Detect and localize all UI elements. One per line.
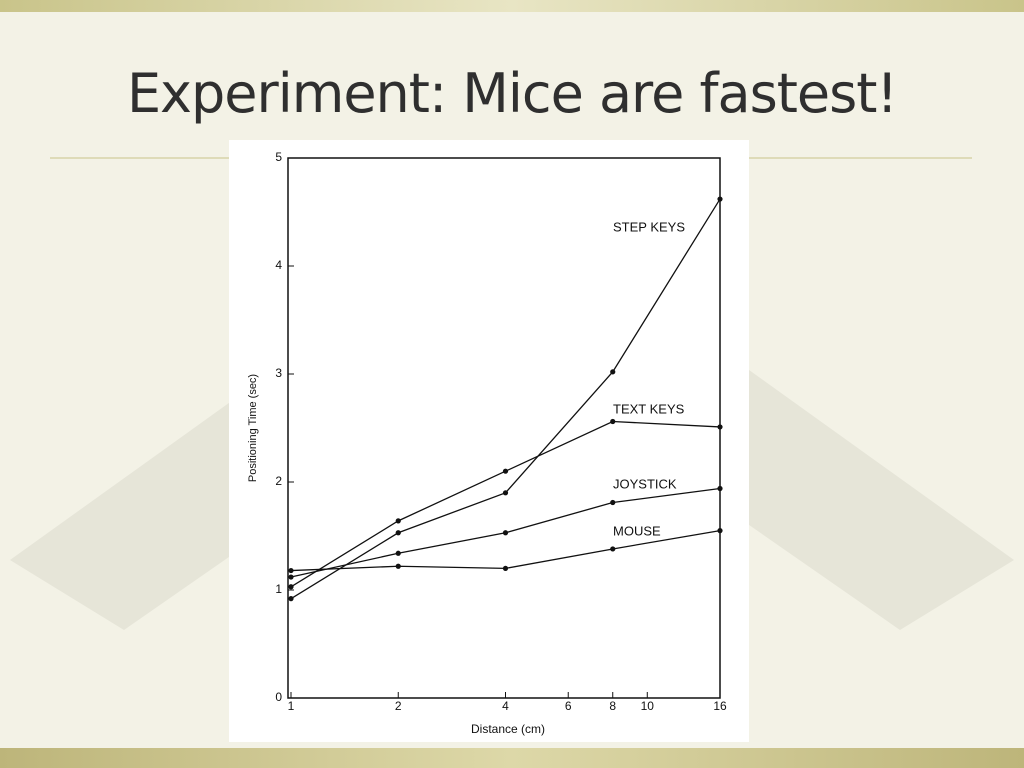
y-tick-label: 2 — [275, 474, 282, 488]
y-tick-label: 3 — [275, 366, 282, 380]
chart: Distance (cm) Positioning Time (sec) 012… — [229, 140, 749, 742]
data-point — [288, 567, 294, 574]
data-point — [610, 418, 616, 425]
y-tick-label: 1 — [275, 582, 282, 596]
x-tick-label: 1 — [288, 699, 295, 713]
data-point — [717, 196, 723, 202]
data-point — [717, 485, 723, 492]
y-tick-label: 0 — [275, 690, 282, 704]
x-tick-label: 10 — [641, 699, 655, 713]
data-point — [502, 490, 509, 496]
data-point — [395, 550, 401, 556]
x-tick-label: 8 — [609, 699, 616, 713]
data-point — [395, 530, 401, 536]
x-axis-label: Distance (cm) — [471, 722, 545, 736]
chart-background — [229, 140, 749, 742]
slide-title: Experiment: Mice are fastest! — [126, 62, 898, 125]
data-point — [288, 596, 294, 602]
data-point — [288, 574, 294, 580]
data-point — [610, 369, 616, 375]
x-tick-label: 16 — [713, 699, 727, 713]
top-band — [0, 0, 1024, 12]
series-label: MOUSE — [613, 523, 661, 538]
data-point — [288, 584, 294, 590]
bottom-band — [0, 748, 1024, 768]
series-label: JOYSTICK — [613, 476, 677, 491]
data-point — [610, 499, 616, 506]
y-tick-label: 5 — [275, 150, 282, 164]
x-tick-label: 6 — [565, 699, 572, 713]
data-point — [502, 468, 509, 474]
series-label: STEP KEYS — [613, 219, 685, 234]
y-axis-label: Positioning Time (sec) — [247, 374, 259, 482]
data-point — [717, 528, 723, 534]
data-point — [502, 565, 509, 571]
data-point — [610, 546, 616, 552]
data-point — [717, 424, 723, 430]
x-tick-label: 2 — [395, 699, 402, 713]
x-tick-label: 4 — [502, 699, 509, 713]
data-point — [502, 530, 509, 536]
data-point — [395, 563, 401, 569]
series-label: TEXT KEYS — [613, 401, 685, 416]
data-point — [395, 518, 401, 524]
y-tick-label: 4 — [275, 258, 282, 272]
